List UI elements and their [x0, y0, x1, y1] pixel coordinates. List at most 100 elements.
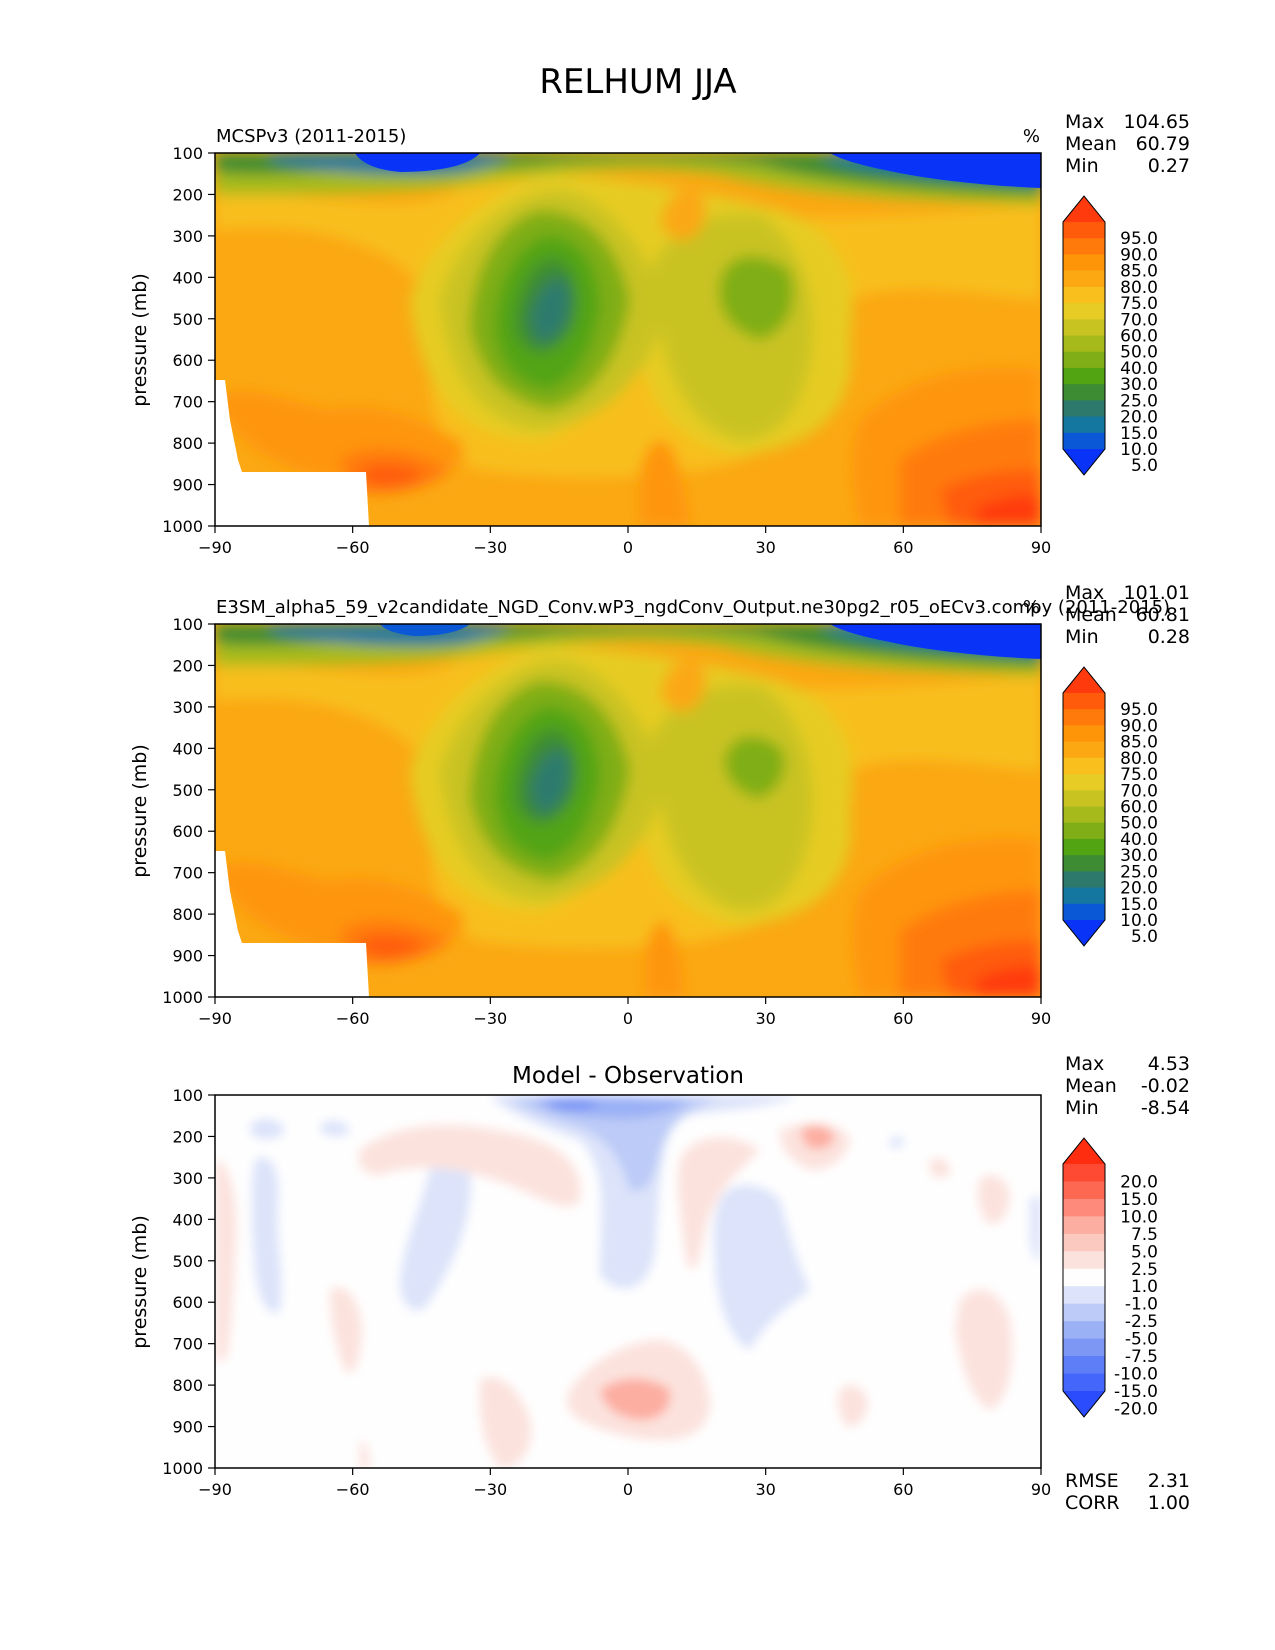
x-tick-label: −30: [473, 1009, 507, 1028]
colorbar-label: 70.0: [1120, 310, 1158, 330]
x-tick-label: −60: [336, 1480, 370, 1499]
colorbar-label: 40.0: [1120, 359, 1158, 379]
stat-label: Min: [1065, 155, 1099, 177]
x-tick-label: 90: [1031, 1480, 1051, 1499]
x-tick-label: −60: [336, 538, 370, 557]
colorbar-band: [1063, 806, 1105, 824]
colorbar-band: [1063, 1303, 1105, 1322]
y-tick-label: 500: [172, 781, 203, 800]
colorbar-label: 90.0: [1120, 716, 1158, 736]
colorbar-label: 20.0: [1120, 879, 1158, 899]
y-tick-label: 600: [172, 1293, 203, 1312]
colorbar-band: [1063, 725, 1105, 743]
test-colorbar: 95.090.085.080.075.070.060.050.040.030.0…: [1062, 666, 1158, 947]
colorbar-min-extension: [1063, 920, 1105, 946]
y-tick-label: 300: [172, 1169, 203, 1188]
colorbar-label: 85.0: [1120, 262, 1158, 282]
diff-colorbar: 20.015.010.07.55.02.51.0-1.0-2.5-5.0-7.5…: [1062, 1137, 1158, 1419]
colorbar-band: [1063, 709, 1105, 726]
colorbar-label: 20.0: [1120, 408, 1158, 428]
colorbar-label: -2.5: [1125, 1312, 1158, 1332]
y-tick-label: 300: [172, 227, 203, 246]
colorbar-label: 10.0: [1120, 911, 1158, 931]
y-tick-label: 1000: [162, 988, 203, 1007]
stat-label: Min: [1065, 626, 1099, 648]
reference-colorbar: 95.090.085.080.075.070.060.050.040.030.0…: [1062, 195, 1158, 476]
colorbar-band: [1063, 1251, 1105, 1270]
y-tick-label: 1000: [162, 517, 203, 536]
diff-panel: Model - Observation pressure (mb) 100 200…: [129, 1053, 1190, 1514]
colorbar-band: [1063, 254, 1105, 272]
reference-units: %: [1023, 126, 1040, 147]
colorbar-label: 20.0: [1120, 1172, 1158, 1192]
y-tick-label: 700: [172, 864, 203, 883]
colorbar-label: 75.0: [1120, 294, 1158, 314]
y-tick-label: 100: [172, 1086, 203, 1105]
colorbar-band: [1063, 367, 1105, 385]
colorbar-label: 95.0: [1120, 229, 1158, 249]
stat-value: 60.81: [1136, 604, 1190, 626]
colorbar-label: -1.0: [1125, 1295, 1158, 1315]
test-y-ticks: 100 200 300 400 500 600 700 800 900 1000: [162, 615, 215, 1007]
stat-label: Max: [1065, 1053, 1104, 1075]
low-humidity-core-right: [830, 624, 1041, 659]
colorbar-band: [1063, 741, 1105, 759]
y-tick-label: 600: [172, 822, 203, 841]
test-units: %: [1023, 597, 1040, 618]
stat-value: 101.01: [1124, 582, 1190, 604]
colorbar-label: 80.0: [1120, 749, 1158, 769]
x-tick-label: −60: [336, 1009, 370, 1028]
y-tick-label: 900: [172, 947, 203, 966]
y-tick-label: 500: [172, 310, 203, 329]
colorbar-label: -15.0: [1114, 1382, 1158, 1402]
colorbar-band: [1063, 303, 1105, 320]
colorbar-label: 25.0: [1120, 391, 1158, 411]
extra-stat-label: CORR: [1065, 1492, 1120, 1514]
colorbar-label: 15.0: [1120, 895, 1158, 915]
diff-ylabel: pressure (mb): [129, 1215, 151, 1349]
x-tick-label: −90: [198, 1480, 232, 1499]
x-tick-label: 90: [1031, 1009, 1051, 1028]
colorbar-label: 15.0: [1120, 1190, 1158, 1210]
colorbar-label: 5.0: [1131, 1242, 1158, 1262]
colorbar-label: 15.0: [1120, 424, 1158, 444]
colorbar-band: [1063, 1216, 1105, 1235]
extra-stat-value: 2.31: [1148, 1470, 1190, 1492]
field-blobs: [215, 624, 1041, 997]
colorbar-band: [1063, 319, 1105, 336]
y-tick-label: 900: [172, 1418, 203, 1437]
colorbar-label: 30.0: [1120, 375, 1158, 395]
colorbar-band: [1063, 757, 1105, 775]
colorbar-label: 10.0: [1120, 440, 1158, 460]
colorbar-band: [1063, 222, 1105, 239]
colorbar-band: [1063, 1321, 1105, 1340]
colorbar-band: [1063, 1373, 1105, 1392]
colorbar-max-extension: [1063, 196, 1105, 222]
diff-x-ticks: −90 −60 −30 0 30 60 90: [198, 1468, 1051, 1499]
y-tick-label: 800: [172, 905, 203, 924]
test-x-ticks: −90 −60 −30 0 30 60 90: [198, 997, 1051, 1028]
stat-value: -8.54: [1141, 1097, 1190, 1119]
colorbar-label: 50.0: [1120, 814, 1158, 834]
reference-title: MCSPv3 (2011-2015): [216, 126, 406, 147]
colorbar-label: 80.0: [1120, 278, 1158, 298]
y-tick-label: 100: [172, 144, 203, 163]
extra-stat-value: 1.00: [1148, 1492, 1190, 1514]
x-tick-label: −30: [473, 1480, 507, 1499]
y-tick-label: 800: [172, 1376, 203, 1395]
y-tick-label: 400: [172, 1210, 203, 1229]
reference-y-ticks: 100 200 300 400 500 600 700 800 900 1000: [162, 144, 215, 536]
colorbar-label: 2.5: [1131, 1260, 1158, 1280]
colorbar-band: [1063, 384, 1105, 401]
reference-panel: MCSPv3 (2011-2015) % pressure (mb) 100 20…: [129, 111, 1190, 557]
stat-value: 0.28: [1148, 626, 1190, 648]
colorbar-label: 5.0: [1131, 456, 1158, 476]
test-title: E3SM_alpha5_59_v2candidate_NGD_Conv.wP3_…: [216, 597, 1170, 618]
colorbar-band: [1063, 1338, 1105, 1357]
diff-y-ticks: 100 200 300 400 500 600 700 800 900 1000: [162, 1086, 215, 1478]
low-humidity-core-right: [830, 153, 1041, 188]
colorbar-band: [1063, 1356, 1105, 1375]
test-panel: E3SM_alpha5_59_v2candidate_NGD_Conv.wP3_…: [129, 582, 1190, 1028]
colorbar-label: -5.0: [1125, 1330, 1158, 1350]
